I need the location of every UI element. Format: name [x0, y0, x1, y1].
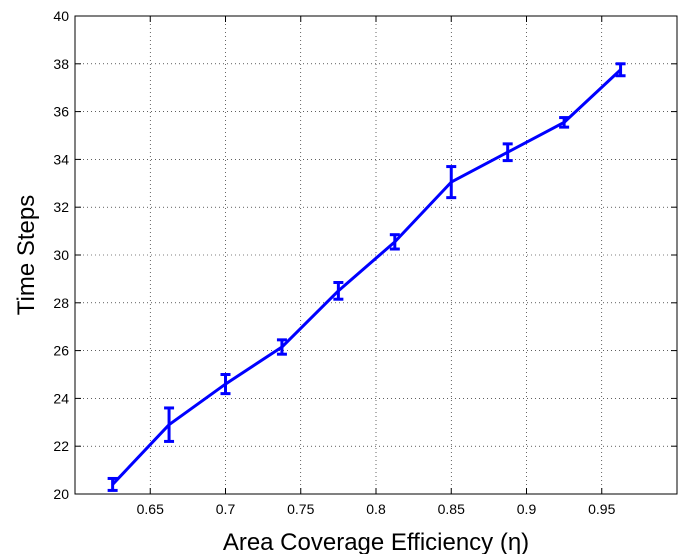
- error-bar: [276, 338, 287, 356]
- y-tick-label: 26: [53, 343, 69, 359]
- x-tick-label: 0.9: [517, 501, 537, 517]
- error-bar: [502, 142, 513, 163]
- y-tick-label: 28: [53, 295, 69, 311]
- y-tick-label: 22: [53, 438, 69, 454]
- error-bar: [615, 62, 626, 78]
- error-bar: [446, 165, 457, 200]
- error-bar: [389, 233, 400, 251]
- error-bar: [220, 373, 231, 396]
- y-tick-label: 24: [53, 390, 69, 406]
- x-tick-label: 0.85: [438, 501, 465, 517]
- x-tick-label: 0.95: [588, 501, 615, 517]
- error-bar: [333, 280, 344, 301]
- x-tick-label: 0.7: [216, 501, 236, 517]
- error-bar: [107, 476, 118, 492]
- y-tick-label: 38: [53, 56, 69, 72]
- x-tick-label: 0.75: [287, 501, 314, 517]
- y-axis-label: Time Steps: [13, 195, 40, 315]
- axis-ticks: 0.65 0.7 0.75 0.8 0.85 0.9 0.95 20 22 24 26 28 30 32 3…: [53, 8, 677, 517]
- x-axis-label: Area Coverage Efficiency (η): [223, 529, 529, 554]
- series-line: [111, 68, 622, 486]
- y-tick-label: 34: [53, 151, 69, 167]
- y-tick-label: 40: [53, 8, 69, 24]
- y-tick-label: 20: [53, 486, 69, 502]
- data-series: [107, 62, 626, 492]
- error-bar: [559, 116, 570, 129]
- x-tick-label: 0.8: [366, 501, 386, 517]
- error-bar: [164, 406, 175, 443]
- x-tick-label: 0.65: [137, 501, 164, 517]
- y-tick-label: 30: [53, 247, 69, 263]
- y-tick-label: 32: [53, 199, 69, 215]
- grid: [75, 16, 677, 494]
- y-tick-label: 36: [53, 104, 69, 120]
